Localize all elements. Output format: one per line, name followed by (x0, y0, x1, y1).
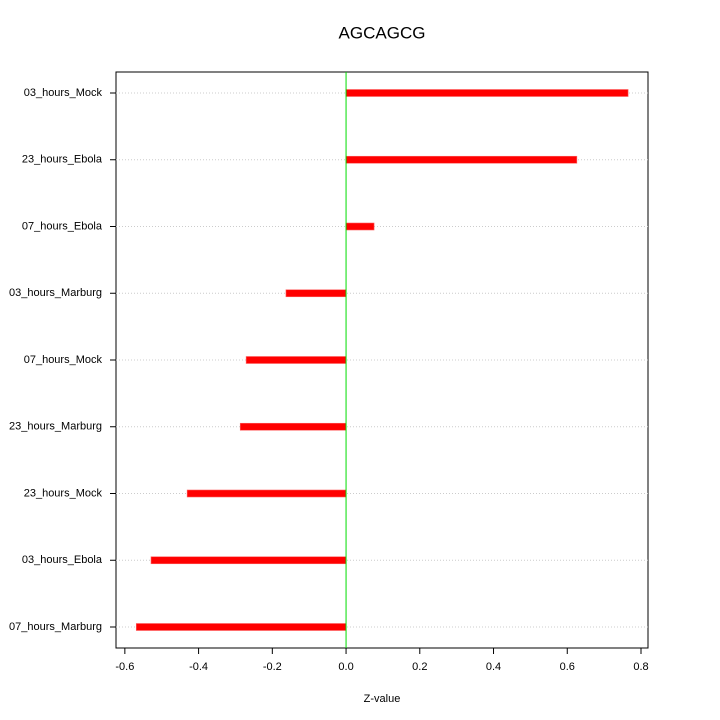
x-tick-label: 0.6 (560, 661, 575, 673)
bar (245, 356, 347, 364)
bar (239, 422, 347, 431)
x-tick-label: -0.2 (263, 661, 282, 673)
x-tick-label: 0.4 (486, 661, 501, 673)
y-tick-label: 23_hours_Mock (24, 487, 103, 499)
x-axis-label: Z-value (364, 693, 401, 705)
bar (285, 289, 347, 298)
y-tick-label: 03_hours_Ebola (22, 554, 103, 566)
chart-title: AGCAGCG (339, 23, 426, 42)
x-tick-label: -0.4 (189, 661, 208, 673)
y-tick-label: 07_hours_Ebola (22, 220, 103, 232)
y-tick-label: 23_hours_Marburg (9, 421, 102, 433)
y-tick-label: 03_hours_Marburg (9, 287, 102, 299)
bar (150, 556, 347, 565)
x-tick-label: 0.2 (412, 661, 427, 673)
x-tick-label: -0.6 (115, 661, 134, 673)
y-tick-label: 07_hours_Mock (24, 354, 103, 366)
y-tick-label: 03_hours_Mock (24, 87, 103, 99)
bar (135, 623, 347, 631)
x-tick-label: 0.0 (338, 661, 353, 673)
y-tick-label: 23_hours_Ebola (22, 154, 103, 166)
x-tick-label: 0.8 (633, 661, 648, 673)
bar (345, 89, 629, 97)
bar (186, 489, 347, 498)
bar (345, 222, 375, 231)
bar (345, 155, 578, 164)
y-tick-label: 07_hours_Marburg (9, 621, 102, 633)
